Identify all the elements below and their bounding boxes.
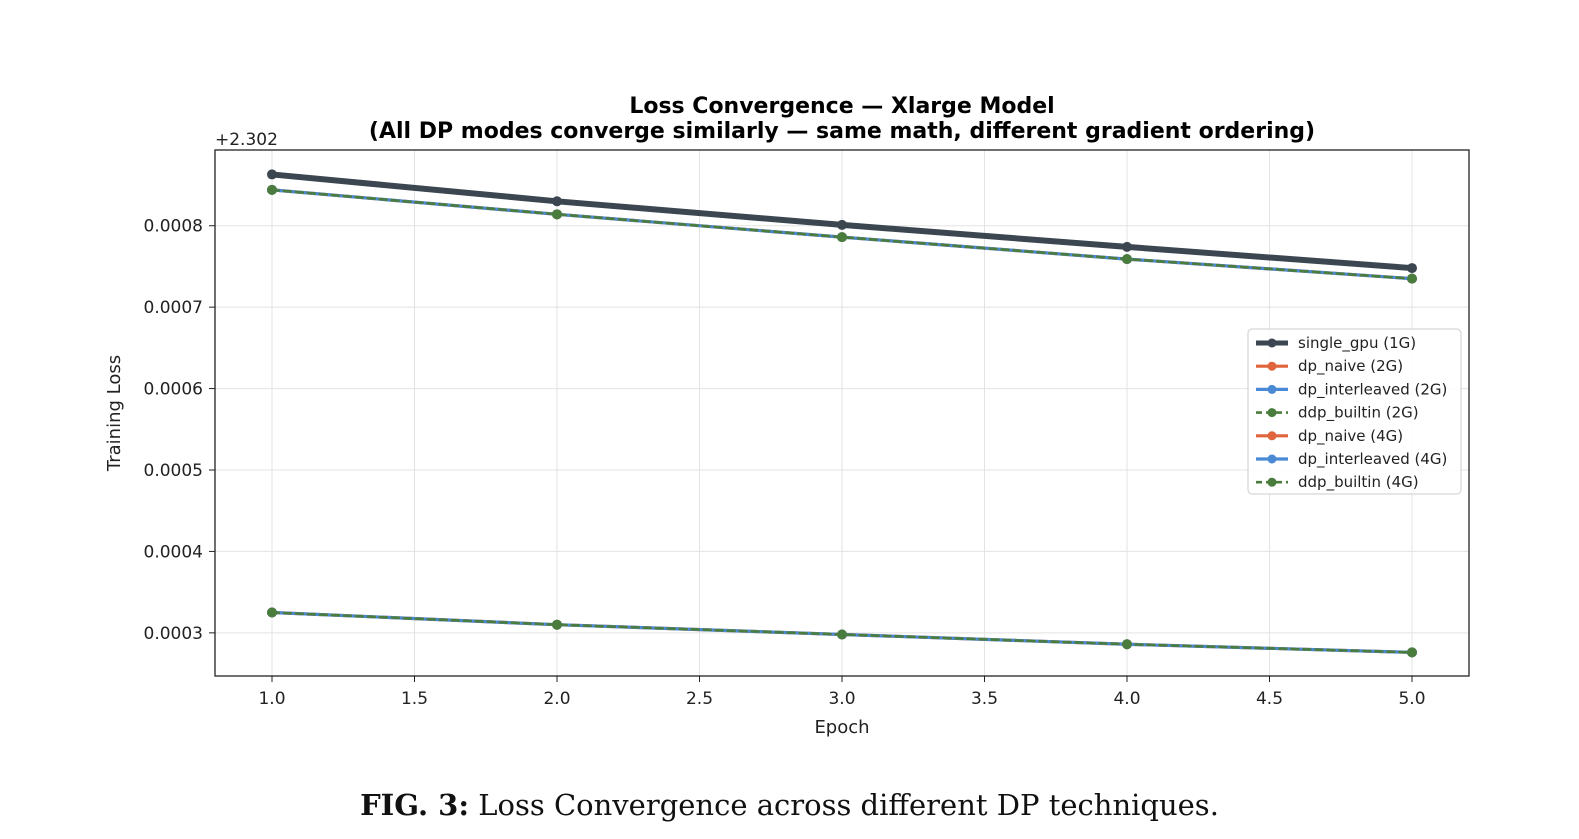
x-tick-label: 4.5 [1256,689,1283,709]
data-point [1407,647,1417,658]
figure-caption: FIG. 3: Loss Convergence across differen… [0,788,1579,822]
data-point [552,196,562,207]
y-axis-offset-label: +2.302 [215,130,278,150]
y-axis-label: Training Loss [104,355,125,472]
data-point [267,607,277,618]
data-point [1122,254,1132,265]
data-point [837,219,847,230]
legend-item: dp_naive (2G) [1256,357,1403,376]
series-ddp-builtin-4g [267,607,1417,658]
x-tick-label: 1.0 [258,689,285,709]
series-lines [267,169,1417,658]
data-point [837,629,847,640]
legend-marker [1267,431,1277,441]
x-tick-label: 2.0 [543,689,570,709]
data-point [267,184,277,195]
legend-marker [1267,408,1277,418]
x-axis-label: Epoch [814,717,869,738]
legend-marker [1267,338,1277,348]
data-point [552,619,562,630]
caption-label: FIG. 3: [360,788,470,822]
y-tick-label: 0.0003 [144,624,203,644]
y-tick-label: 0.0008 [144,217,203,237]
x-axis-ticks: 1.0 1.5 2.0 2.5 3.0 3.5 4.0 4.5 5.0 [258,676,1426,709]
data-point [1407,273,1417,284]
data-point [267,169,277,180]
y-tick-label: 0.0006 [144,380,203,400]
legend-label: dp_naive (4G) [1298,427,1403,446]
data-point [552,209,562,220]
data-point [837,232,847,243]
caption-text: Loss Convergence across different DP tec… [478,788,1219,822]
y-axis-ticks: 0.0003 0.0004 0.0005 0.0006 0.0007 0.0008 [144,217,215,644]
legend-label: dp_interleaved (4G) [1298,450,1447,469]
legend-label: dp_naive (2G) [1298,357,1403,376]
chart-title-line2: (All DP modes converge similarly — same … [369,119,1315,144]
x-tick-label: 3.0 [828,689,855,709]
chart-legend: single_gpu (1G) dp_naive (2G) dp_interleav… [1247,328,1462,495]
legend-marker [1267,477,1277,487]
legend-marker [1267,384,1277,394]
data-point [1122,639,1132,650]
y-tick-label: 0.0004 [144,542,203,562]
legend-item: dp_interleaved (2G) [1256,380,1447,399]
chart-title-line1: Loss Convergence — Xlarge Model [629,94,1054,119]
legend-marker [1267,454,1277,464]
legend-item: dp_naive (4G) [1256,427,1403,446]
series-ddp-builtin-2g [267,184,1417,284]
legend-label: ddp_builtin (2G) [1298,404,1419,423]
x-tick-label: 1.5 [401,689,428,709]
legend-item: ddp_builtin (2G) [1256,404,1419,423]
legend-marker [1267,361,1277,371]
legend-label: ddp_builtin (4G) [1298,473,1419,492]
data-point [1407,263,1417,274]
y-tick-label: 0.0007 [144,298,203,318]
legend-label: single_gpu (1G) [1298,334,1416,353]
x-tick-label: 4.0 [1113,689,1140,709]
series-single-gpu-1g [267,169,1417,274]
x-tick-label: 5.0 [1398,689,1425,709]
y-tick-label: 0.0005 [144,461,203,481]
legend-box [1247,328,1462,495]
legend-item: single_gpu (1G) [1256,334,1416,353]
x-tick-label: 2.5 [686,689,713,709]
legend-label: dp_interleaved (2G) [1298,380,1447,399]
legend-item: ddp_builtin (4G) [1256,473,1419,492]
legend-item: dp_interleaved (4G) [1256,450,1447,469]
data-point [1122,241,1132,252]
x-tick-label: 3.5 [971,689,998,709]
